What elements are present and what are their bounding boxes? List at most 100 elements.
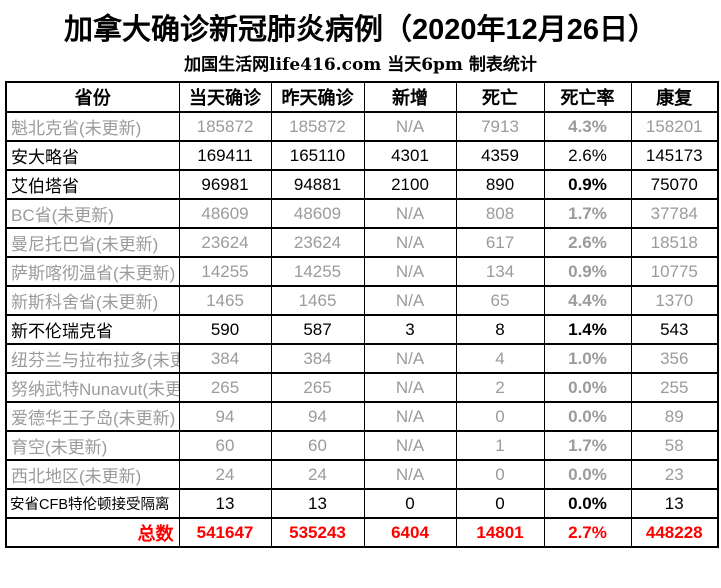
recovered: 255 [630,372,719,403]
today-confirmed: 590 [178,314,272,345]
death-rate: 4.4% [543,285,632,316]
deaths: 0 [455,401,545,432]
table-row-northwest-territories: 西北地区(未更新) 24 24 N/A 0 0.0% 23 [5,459,719,490]
yesterday-confirmed: 14255 [270,256,365,287]
province-name: 爱德华王子岛(未更新) [5,401,180,432]
today-confirmed: 94 [178,401,272,432]
total-deaths: 14801 [455,517,545,548]
recovered: 13 [630,488,719,519]
yesterday-confirmed: 1465 [270,285,365,316]
total-label: 总数 [5,517,180,548]
new-cases: 4301 [363,140,457,171]
province-name: 艾伯塔省 [5,169,180,200]
death-rate: 0.9% [543,256,632,287]
deaths: 0 [455,488,545,519]
province-name: 魁北克省(未更新) [5,111,180,142]
province-name: BC省(未更新) [5,198,180,229]
today-confirmed: 265 [178,372,272,403]
deaths: 0 [455,459,545,490]
col-recovered: 康复 [630,81,719,113]
death-rate: 1.4% [543,314,632,345]
new-cases: N/A [363,372,457,403]
recovered: 158201 [630,111,719,142]
recovered: 58 [630,430,719,461]
total-today-confirmed: 541647 [178,517,272,548]
new-cases: N/A [363,430,457,461]
death-rate: 0.0% [543,488,632,519]
today-confirmed: 384 [178,343,272,374]
table-row-nova-scotia: 新斯科舍省(未更新) 1465 1465 N/A 65 4.4% 1370 [5,285,719,316]
table-row-total: 总数 541647 535243 6404 14801 2.7% 448228 [5,517,719,548]
deaths: 2 [455,372,545,403]
deaths: 4359 [455,140,545,171]
today-confirmed: 1465 [178,285,272,316]
table-row-newfoundland: 纽芬兰与拉布拉多(未更新) 384 384 N/A 4 1.0% 356 [5,343,719,374]
deaths: 8 [455,314,545,345]
table-row-nunavut: 努纳武特Nunavut(未更新) 265 265 N/A 2 0.0% 255 [5,372,719,403]
deaths: 890 [455,169,545,200]
province-name: 曼尼托巴省(未更新) [5,227,180,258]
recovered: 18518 [630,227,719,258]
today-confirmed: 14255 [178,256,272,287]
deaths: 65 [455,285,545,316]
death-rate: 1.7% [543,198,632,229]
province-name: 纽芬兰与拉布拉多(未更新) [5,343,180,374]
death-rate: 1.7% [543,430,632,461]
table-header-row: 省份 当天确诊 昨天确诊 新增 死亡 死亡率 康复 [5,81,719,113]
yesterday-confirmed: 165110 [270,140,365,171]
recovered: 75070 [630,169,719,200]
total-recovered: 448228 [630,517,719,548]
province-name: 育空(未更新) [5,430,180,461]
covid-cases-table: 省份 当天确诊 昨天确诊 新增 死亡 死亡率 康复 魁北克省(未更新) 1858… [5,81,719,548]
province-name: 安大略省 [5,140,180,171]
yesterday-confirmed: 185872 [270,111,365,142]
table-row-quebec: 魁北克省(未更新) 185872 185872 N/A 7913 4.3% 15… [5,111,719,142]
total-new-cases: 6404 [363,517,457,548]
col-deaths: 死亡 [455,81,545,113]
province-name: 西北地区(未更新) [5,459,180,490]
yesterday-confirmed: 265 [270,372,365,403]
table-row-manitoba: 曼尼托巴省(未更新) 23624 23624 N/A 617 2.6% 1851… [5,227,719,258]
today-confirmed: 96981 [178,169,272,200]
today-confirmed: 60 [178,430,272,461]
deaths: 4 [455,343,545,374]
col-yesterday-confirmed: 昨天确诊 [270,81,365,113]
death-rate: 2.6% [543,227,632,258]
deaths: 7913 [455,111,545,142]
new-cases: N/A [363,111,457,142]
recovered: 89 [630,401,719,432]
new-cases: 0 [363,488,457,519]
total-yesterday-confirmed: 535243 [270,517,365,548]
table-row-pei: 爱德华王子岛(未更新) 94 94 N/A 0 0.0% 89 [5,401,719,432]
recovered: 145173 [630,140,719,171]
col-new-cases: 新增 [363,81,457,113]
yesterday-confirmed: 48609 [270,198,365,229]
today-confirmed: 48609 [178,198,272,229]
deaths: 808 [455,198,545,229]
today-confirmed: 24 [178,459,272,490]
death-rate: 0.0% [543,401,632,432]
recovered: 356 [630,343,719,374]
new-cases: N/A [363,459,457,490]
province-name: 安省CFB特伦顿接受隔离 [5,488,180,519]
col-province: 省份 [5,81,180,113]
col-death-rate: 死亡率 [543,81,632,113]
recovered: 37784 [630,198,719,229]
yesterday-confirmed: 24 [270,459,365,490]
today-confirmed: 185872 [178,111,272,142]
total-death-rate: 2.7% [543,517,632,548]
page-title: 加拿大确诊新冠肺炎病例（2020年12月26日） [63,14,658,46]
table-row-cfb-trenton: 安省CFB特伦顿接受隔离 13 13 0 0 0.0% 13 [5,488,719,519]
yesterday-confirmed: 94 [270,401,365,432]
new-cases: N/A [363,343,457,374]
new-cases: N/A [363,401,457,432]
new-cases: N/A [363,198,457,229]
recovered: 543 [630,314,719,345]
province-name: 新斯科舍省(未更新) [5,285,180,316]
yesterday-confirmed: 94881 [270,169,365,200]
table-row-bc: BC省(未更新) 48609 48609 N/A 808 1.7% 37784 [5,198,719,229]
province-name: 萨斯喀彻温省(未更新) [5,256,180,287]
recovered: 10775 [630,256,719,287]
table-row-ontario: 安大略省 169411 165110 4301 4359 2.6% 145173 [5,140,719,171]
today-confirmed: 23624 [178,227,272,258]
